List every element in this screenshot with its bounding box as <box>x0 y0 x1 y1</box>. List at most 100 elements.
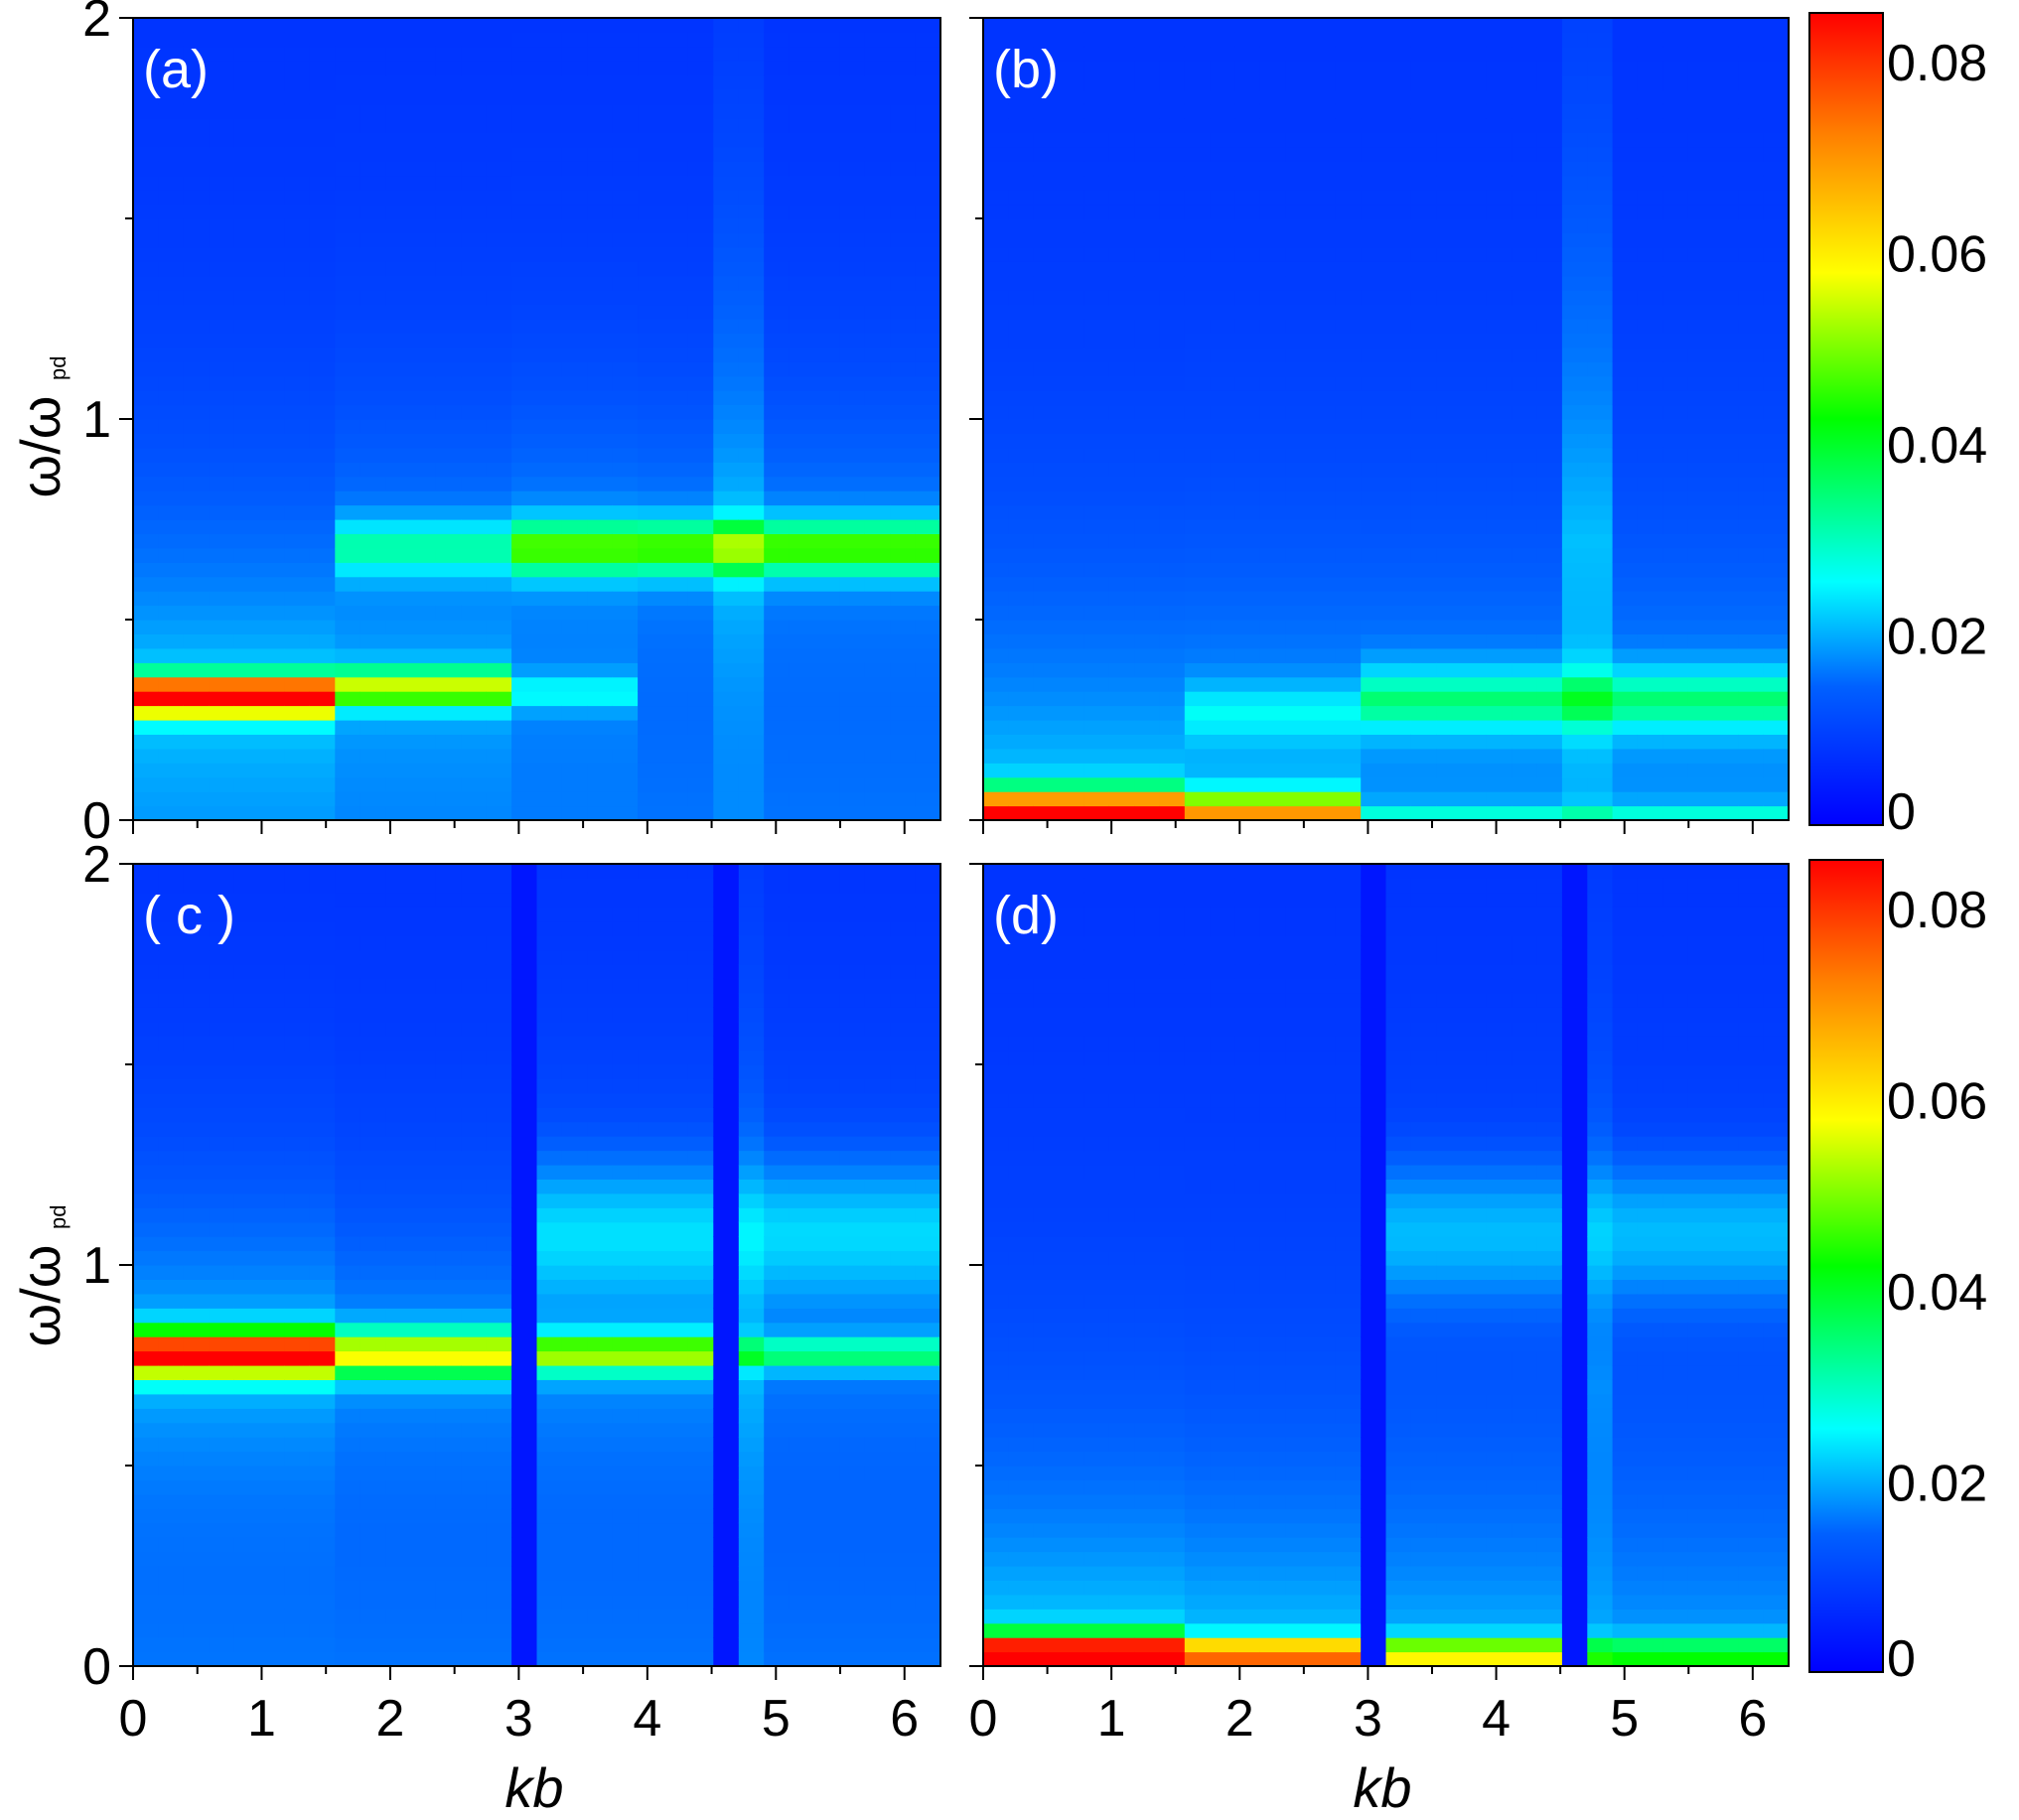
heatmap-cell <box>158 1150 185 1166</box>
heatmap-cell <box>764 46 791 62</box>
heatmap-cell <box>461 1594 488 1610</box>
heatmap-cell <box>890 190 917 206</box>
heatmap-cell <box>511 576 538 592</box>
heatmap-cell <box>983 791 1009 807</box>
heatmap-cell <box>486 519 512 534</box>
heatmap-cell <box>385 691 412 707</box>
heatmap-cell <box>385 720 412 735</box>
heatmap-cell <box>1033 347 1060 362</box>
heatmap-cell <box>612 204 639 219</box>
heatmap-cell <box>1234 776 1261 792</box>
heatmap-cell <box>410 662 437 678</box>
heatmap-cell <box>983 447 1009 463</box>
heatmap-cell <box>915 547 941 563</box>
heatmap-cell <box>536 1221 563 1237</box>
heatmap-cell <box>183 1551 210 1567</box>
heatmap-cell <box>309 1036 336 1051</box>
heatmap-cell <box>1410 620 1437 634</box>
heatmap-cell <box>1385 562 1412 578</box>
heatmap-cell <box>890 304 917 320</box>
heatmap-cell <box>461 375 488 391</box>
heatmap-cell <box>662 175 689 191</box>
heatmap-cell <box>158 576 185 592</box>
heatmap-cell <box>890 763 917 778</box>
heatmap-cell <box>1159 89 1186 105</box>
heatmap-cell <box>1184 662 1211 678</box>
heatmap-cell <box>587 1451 614 1467</box>
heatmap-cell <box>713 1165 740 1180</box>
heatmap-cell <box>133 232 159 248</box>
heatmap-cell <box>486 1322 512 1337</box>
heatmap-cell <box>662 132 689 148</box>
heatmap-cell <box>839 720 866 735</box>
heatmap-cell <box>284 734 311 750</box>
heatmap-cell <box>536 1408 563 1424</box>
heatmap-cell <box>183 935 210 951</box>
heatmap-cell <box>638 1236 664 1252</box>
heatmap-cell <box>435 547 462 563</box>
heatmap-cell <box>561 304 588 320</box>
heatmap-cell <box>839 361 866 377</box>
heatmap-cell <box>1361 419 1387 434</box>
heatmap-cell <box>233 1594 260 1610</box>
heatmap-cell <box>133 304 159 320</box>
heatmap-cell <box>158 720 185 735</box>
heatmap-cell <box>435 375 462 391</box>
heatmap-cell <box>1210 290 1235 306</box>
heatmap-cell <box>1385 361 1412 377</box>
heatmap-cell <box>1310 433 1337 449</box>
heatmap-cell <box>687 935 714 951</box>
heatmap-cell <box>1713 791 1739 807</box>
heatmap-cell <box>1310 218 1337 233</box>
heatmap-cell <box>587 347 614 362</box>
heatmap-cell <box>1561 361 1588 377</box>
heatmap-cell <box>461 1265 488 1280</box>
heatmap-cell <box>612 404 639 420</box>
heatmap-cell <box>1083 175 1110 191</box>
heatmap-cell <box>764 490 791 506</box>
heatmap-cell <box>284 1308 311 1324</box>
heatmap-cell <box>158 878 185 894</box>
heatmap-cell <box>233 504 260 520</box>
heatmap-cell <box>612 1293 639 1309</box>
heatmap-cell <box>158 190 185 206</box>
heatmap-cell <box>638 490 664 506</box>
heatmap-cell <box>915 691 941 707</box>
heatmap-cell <box>1033 204 1060 219</box>
heatmap-cell <box>259 1136 285 1152</box>
heatmap-cell <box>1763 404 1790 420</box>
heatmap-cell <box>461 1437 488 1453</box>
heatmap-cell <box>209 1365 235 1380</box>
heatmap-cell <box>309 1236 336 1252</box>
heatmap-cell <box>158 1265 185 1280</box>
heatmap-cell <box>335 720 361 735</box>
heatmap-cell <box>233 103 260 119</box>
heatmap-cell <box>1083 476 1110 491</box>
heatmap-cell <box>890 347 917 362</box>
heatmap-cell <box>511 1537 538 1553</box>
heatmap-cell <box>687 32 714 48</box>
heatmap-cell <box>1234 61 1261 76</box>
heatmap-cell <box>662 1078 689 1094</box>
heatmap-cell <box>1083 390 1110 406</box>
heatmap-cell <box>1083 748 1110 764</box>
heatmap-cell <box>612 333 639 349</box>
heatmap-cell <box>233 390 260 406</box>
heatmap-cell <box>233 562 260 578</box>
heatmap-cell <box>638 1479 664 1495</box>
heatmap-cell <box>133 1466 159 1480</box>
heatmap-cell <box>536 1566 563 1581</box>
heatmap-cell <box>1184 633 1211 649</box>
heatmap-cell <box>638 419 664 434</box>
heatmap-cell <box>1033 375 1060 391</box>
heatmap-cell <box>587 748 614 764</box>
heatmap-cell <box>713 190 740 206</box>
heatmap-cell <box>284 1493 311 1509</box>
heatmap-cell <box>435 1422 462 1438</box>
heatmap-cell <box>839 676 866 692</box>
heatmap-cell <box>638 533 664 549</box>
heatmap-cell <box>1059 404 1084 420</box>
heatmap-cell <box>1285 720 1311 735</box>
heatmap-cell <box>983 390 1009 406</box>
heatmap-cell <box>915 433 941 449</box>
